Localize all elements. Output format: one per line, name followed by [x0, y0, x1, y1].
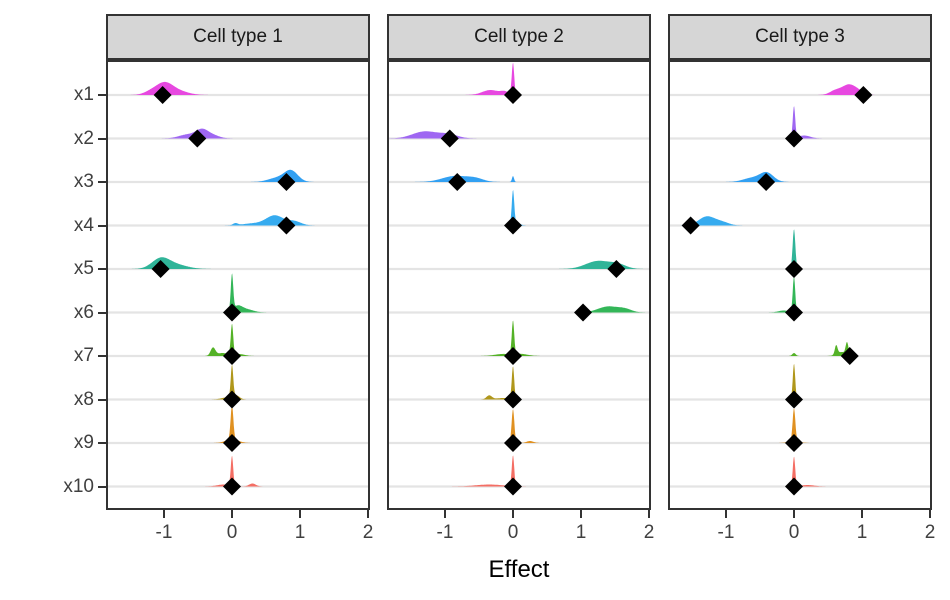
panel-background	[106, 60, 370, 510]
point-diamond	[504, 86, 522, 104]
y-axis-label: x2	[73, 127, 94, 149]
x-tick	[444, 510, 446, 518]
point-diamond	[223, 434, 241, 452]
point-diamond	[785, 303, 803, 322]
x-tick-label: 2	[643, 522, 655, 543]
point-diamond	[785, 390, 803, 409]
density-curve	[387, 260, 651, 269]
x-tick-label: 1	[575, 522, 587, 543]
facet-label: Cell type 1	[193, 26, 283, 47]
y-tick	[98, 398, 106, 401]
x-tick	[512, 510, 514, 518]
x-tick-label: -1	[155, 522, 173, 543]
y-tick	[98, 355, 106, 357]
point-diamond	[504, 477, 522, 496]
y-axis-label: x8	[73, 388, 94, 410]
density-curve	[387, 306, 651, 313]
x-tick	[231, 510, 233, 518]
point-diamond	[151, 260, 170, 278]
y-tick	[98, 311, 106, 314]
panel-border	[668, 60, 932, 510]
x-tick-label: -1	[436, 522, 454, 543]
y-tick	[98, 442, 106, 444]
y-axis-label: x1	[73, 84, 94, 105]
point-diamond	[785, 260, 803, 278]
facet-label: Cell type 2	[474, 26, 564, 47]
y-tick	[98, 268, 106, 270]
point-diamond	[188, 129, 207, 148]
point-diamond	[440, 129, 459, 148]
x-tick	[299, 510, 301, 518]
facet-label: Cell type 3	[755, 26, 845, 47]
density-curve	[106, 81, 370, 95]
x-tick	[580, 510, 582, 518]
y-axis-label: x7	[73, 345, 94, 366]
y-axis-label: x9	[73, 432, 94, 453]
x-tick-label: -1	[717, 522, 735, 543]
point-diamond	[223, 390, 241, 409]
point-diamond	[277, 173, 296, 191]
y-axis-label: x6	[73, 301, 94, 323]
x-tick-label: 1	[856, 522, 868, 543]
point-diamond	[153, 86, 172, 104]
panel-border	[387, 60, 651, 510]
facet-panel	[668, 60, 932, 510]
point-diamond	[785, 434, 803, 452]
x-tick	[725, 510, 727, 518]
point-diamond	[448, 173, 467, 191]
y-tick	[98, 181, 106, 183]
x-tick	[367, 510, 369, 518]
point-diamond	[574, 303, 593, 322]
point-diamond	[504, 216, 522, 235]
y-tick	[98, 137, 106, 140]
facet-strip: Cell type 1	[106, 14, 370, 60]
x-tick-label: 2	[924, 522, 936, 543]
point-diamond	[504, 434, 522, 452]
y-axis-label: x5	[73, 258, 94, 279]
density-curve	[106, 257, 370, 269]
facet-panel	[387, 60, 651, 510]
y-tick	[98, 485, 106, 488]
point-diamond	[504, 390, 522, 409]
y-axis-label: x3	[73, 171, 94, 192]
point-diamond	[223, 477, 241, 496]
facet-strip: Cell type 3	[668, 14, 932, 60]
point-diamond	[277, 216, 296, 235]
point-diamond	[607, 260, 626, 278]
y-tick	[98, 94, 106, 96]
point-diamond	[223, 347, 241, 365]
x-tick	[163, 510, 165, 518]
y-axis-label: x4	[73, 214, 94, 236]
point-diamond	[854, 86, 873, 104]
point-diamond	[504, 347, 522, 365]
panel-border	[106, 60, 370, 510]
x-tick-label: 1	[294, 522, 306, 543]
point-diamond	[223, 303, 241, 322]
x-tick-label: 0	[226, 522, 238, 543]
x-tick	[793, 510, 795, 518]
x-tick	[929, 510, 931, 518]
point-diamond	[785, 477, 803, 496]
x-axis-title: Effect	[488, 556, 550, 583]
x-tick	[861, 510, 863, 518]
y-tick	[98, 224, 106, 227]
facet-panel	[106, 60, 370, 510]
point-diamond	[681, 216, 700, 235]
point-diamond	[785, 129, 803, 148]
facet-strip: Cell type 2	[387, 14, 651, 60]
point-diamond	[840, 347, 859, 365]
x-tick-label: 0	[788, 522, 800, 543]
point-diamond	[757, 173, 776, 191]
x-tick-label: 0	[507, 522, 519, 543]
y-axis-label: x10	[63, 475, 94, 497]
panel-background	[668, 60, 932, 510]
x-tick-label: 2	[362, 522, 374, 543]
x-tick	[648, 510, 650, 518]
